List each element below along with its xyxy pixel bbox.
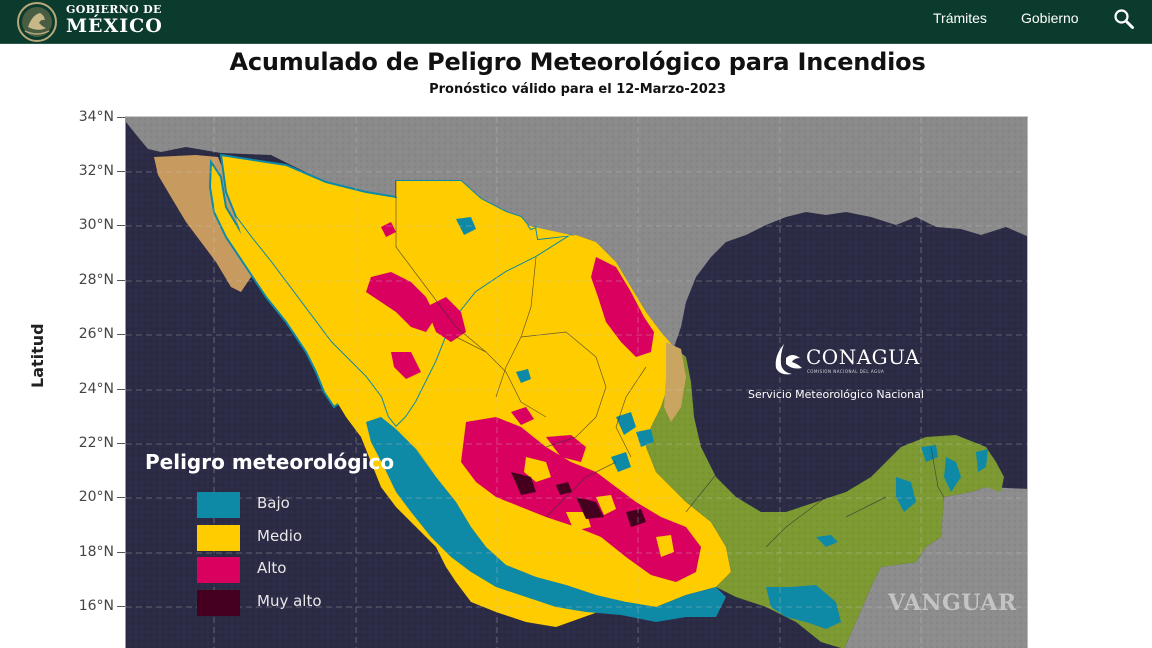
conagua-name: CONAGUA [806,345,920,369]
tick-mark [117,497,125,498]
gobierno-de-mexico-logo-text[interactable]: GOBIERNO DE MÉXICO [66,3,163,36]
map-canvas [126,117,1027,648]
tick-mark [117,280,125,281]
conagua-logo: CONAGUA COMISIÓN NACIONAL DEL AGUA [770,342,919,382]
top-navigation-bar: GOBIERNO DE MÉXICO Trámites Gobierno [0,0,1152,44]
y-tick-18n: 18°N [78,544,114,560]
tick-mark [117,225,125,226]
search-icon[interactable] [1112,7,1136,31]
y-tick-32n: 32°N [78,163,114,179]
y-tick-34n: 34°N [78,109,114,125]
mexico-coat-of-arms-icon[interactable] [14,1,60,43]
nav-link-gobierno[interactable]: Gobierno [1021,10,1079,26]
legend-swatch-medio [197,525,240,551]
tick-mark [117,334,125,335]
tick-mark [117,552,125,553]
legend-label-bajo: Bajo [257,494,290,512]
legend-title: Peligro meteorológico [145,450,395,474]
map-legend: Peligro meteorológico Bajo Medio Alto Mu… [145,450,395,616]
y-tick-20n: 20°N [78,489,114,505]
y-tick-22n: 22°N [78,435,114,451]
legend-swatch-muy-alto [197,590,240,616]
nav-link-tramites[interactable]: Trámites [933,10,987,26]
y-tick-30n: 30°N [78,217,114,233]
figure-subtitle: Pronóstico válido para el 12-Marzo-2023 [429,82,726,97]
tick-mark [117,171,125,172]
legend-swatch-bajo [197,492,240,518]
legend-label-alto: Alto [257,559,287,577]
y-tick-28n: 28°N [78,272,114,288]
smn-label: Servicio Meteorológico Nacional [748,388,924,401]
y-tick-26n: 26°N [78,326,114,342]
fire-danger-map [125,116,1028,648]
vanguardia-watermark: VANGUAR [888,590,1017,616]
conagua-wave-icon [775,344,802,375]
tick-mark [117,117,125,118]
tick-mark [117,606,125,607]
tick-mark [117,443,125,444]
tick-mark [117,389,125,390]
legend-label-medio: Medio [257,527,303,545]
logo-line-1: GOBIERNO DE [66,3,162,16]
y-tick-16n: 16°N [78,598,114,614]
figure-title: Acumulado de Peligro Meteorológico para … [229,48,926,76]
legend-label-muy-alto: Muy alto [257,592,322,610]
legend-swatch-alto [197,557,240,583]
conagua-tagline: COMISIÓN NACIONAL DEL AGUA [807,369,885,374]
y-axis-label: Latitud [28,323,47,388]
logo-line-2: MÉXICO [66,15,163,37]
y-tick-24n: 24°N [78,381,114,397]
